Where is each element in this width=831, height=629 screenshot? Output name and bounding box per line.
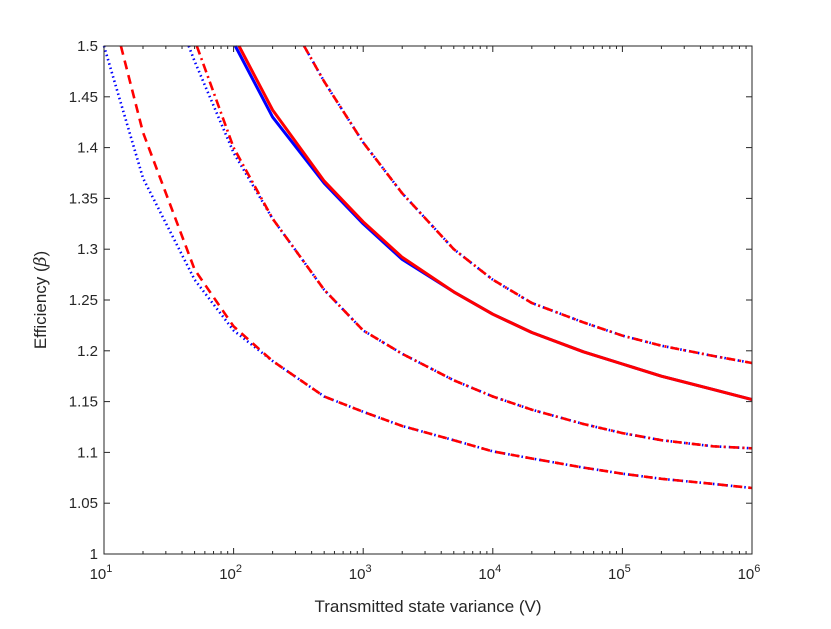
x-tick-label: 104	[478, 563, 501, 583]
y-tick-label: 1.2	[77, 343, 98, 360]
y-tick-label: 1	[90, 546, 98, 563]
ticks-layer: 101 102 103 104 105 106 1 1.05 1.1 1.15 1.2 1.25 1.3…	[69, 38, 761, 583]
y-axis-label: Efficiency (β)	[31, 251, 51, 349]
series-line	[302, 45, 753, 365]
x-tick-label: 102	[219, 563, 242, 583]
y-tick-label: 1.5	[77, 38, 98, 55]
y-axis-label-close: )	[31, 251, 50, 257]
y-tick-label: 1.3	[77, 241, 98, 258]
series-layer	[102, 45, 753, 490]
series-line	[237, 45, 753, 402]
y-tick-label: 1.35	[69, 190, 98, 207]
y-tick-label: 1.4	[77, 140, 98, 157]
x-tick-label: 105	[608, 563, 631, 583]
series-line	[195, 45, 753, 450]
y-axis-label-text: Efficiency (	[31, 266, 50, 349]
x-tick-label: 103	[349, 563, 372, 583]
series-line	[119, 45, 753, 490]
x-tick-label: 101	[90, 563, 113, 583]
plot-background	[104, 46, 752, 554]
x-tick-label: 106	[738, 563, 761, 583]
y-tick-label: 1.15	[69, 394, 98, 411]
y-tick-label: 1.05	[69, 495, 98, 512]
x-axis-label: Transmitted state variance (V)	[314, 597, 541, 616]
y-tick-label: 1.45	[69, 89, 98, 106]
y-tick-label: 1.25	[69, 292, 98, 309]
series-line	[102, 45, 753, 490]
y-axis-label-symbol: β	[31, 256, 51, 267]
y-tick-label: 1.1	[77, 444, 98, 461]
